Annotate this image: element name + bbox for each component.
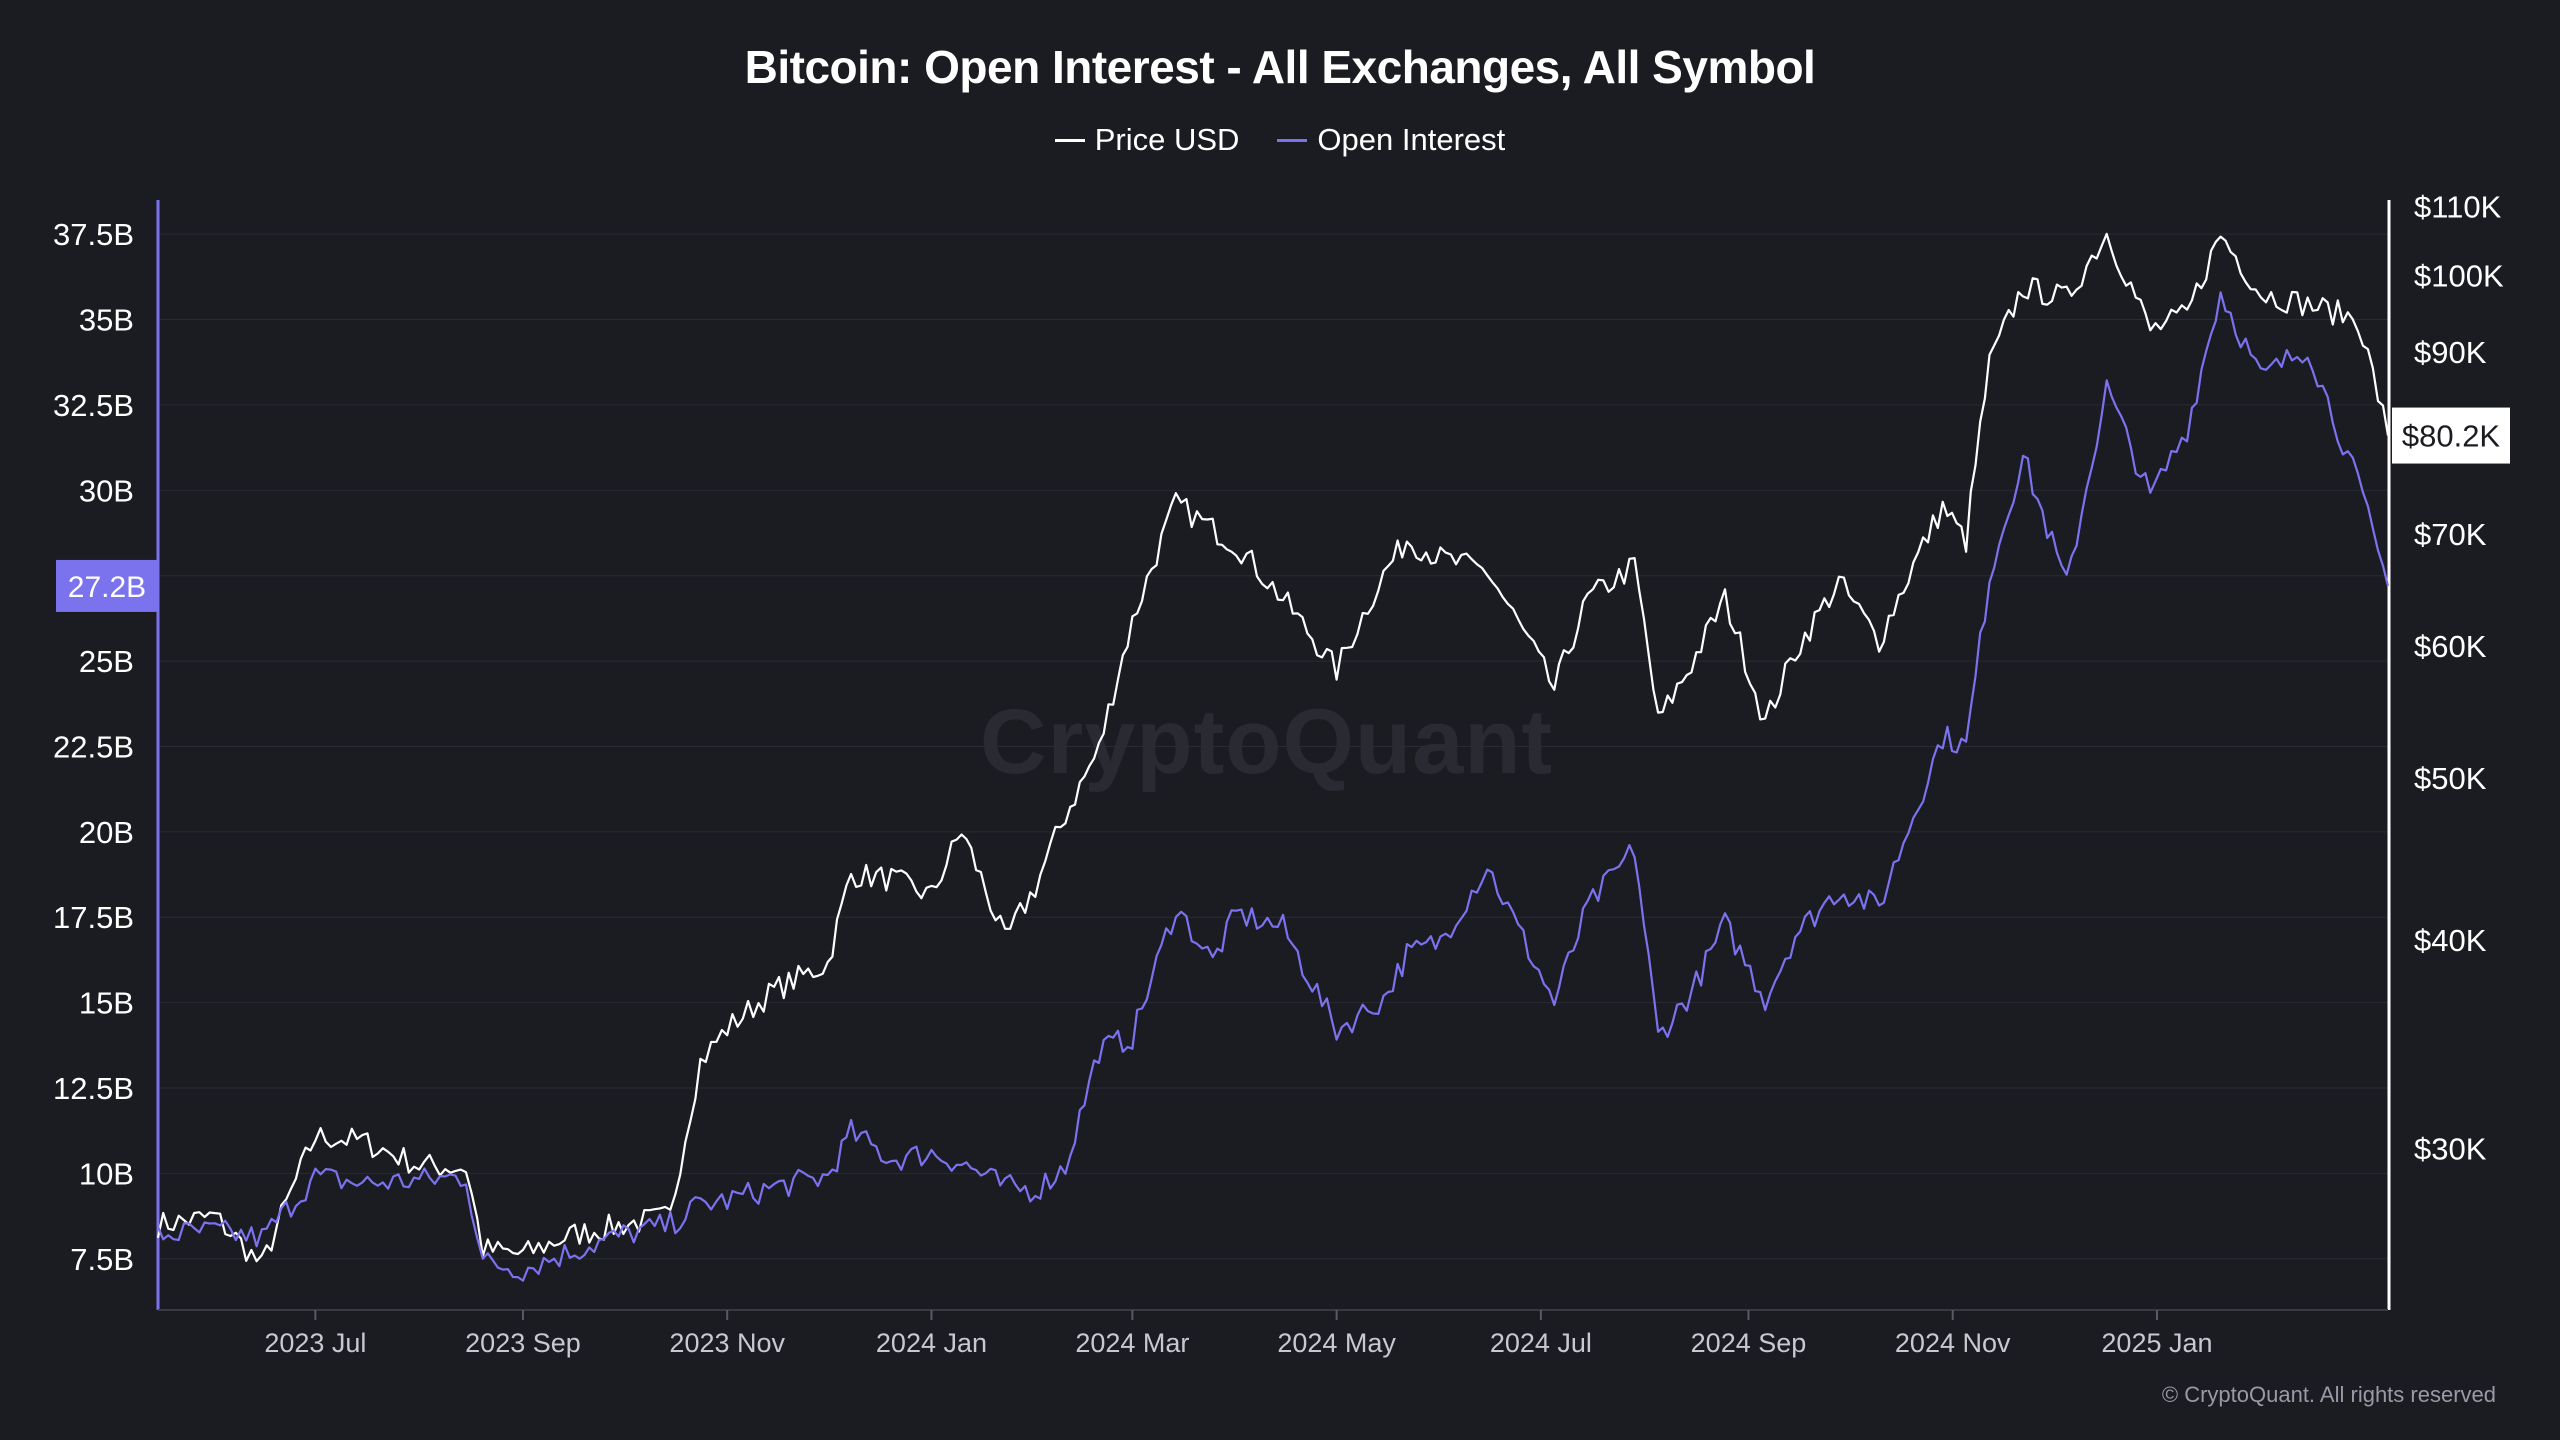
current-value-label-price: $80.2K	[2402, 419, 2501, 454]
watermark: CryptoQuant	[980, 691, 1554, 793]
right-axis-tick-label: $90K	[2414, 335, 2487, 370]
right-axis-tick-label: $60K	[2414, 629, 2487, 664]
right-axis-tick-label: $50K	[2414, 761, 2487, 796]
x-axis-tick-label: 2024 Mar	[1075, 1328, 1189, 1358]
x-axis-tick-label: 2025 Jan	[2101, 1328, 2212, 1358]
right-axis-tick-label: $70K	[2414, 517, 2487, 552]
legend-swatch-price	[1054, 138, 1085, 142]
left-axis-tick-label: 20B	[79, 815, 134, 850]
left-axis-tick-label: 7.5B	[70, 1242, 134, 1277]
left-axis-tick-label: 35B	[79, 303, 134, 338]
x-axis-tick-label: 2023 Nov	[669, 1328, 785, 1358]
legend-label-open-interest: Open Interest	[1317, 122, 1506, 157]
left-axis-tick-label: 22.5B	[53, 729, 134, 764]
chart-legend: Price USD Open Interest	[0, 122, 2560, 158]
left-axis-tick-label: 17.5B	[53, 900, 134, 935]
right-axis-tick-label: $30K	[2414, 1131, 2487, 1166]
right-axis-tick-label: $40K	[2414, 923, 2487, 958]
legend-label-price: Price USD	[1094, 122, 1240, 157]
left-axis-tick-label: 37.5B	[53, 217, 134, 252]
x-axis-tick-label: 2024 Jul	[1490, 1328, 1592, 1358]
right-axis-tick-label: $110K	[2414, 190, 2502, 225]
x-axis-tick-label: 2023 Jul	[264, 1328, 366, 1358]
left-axis-tick-label: 32.5B	[53, 388, 134, 423]
legend-item-price[interactable]: Price USD	[1054, 122, 1240, 158]
current-value-badge-open-interest	[56, 559, 158, 612]
chart-title: Bitcoin: Open Interest - All Exchanges, …	[744, 41, 1816, 93]
x-axis-tick-label: 2023 Sep	[465, 1328, 581, 1358]
legend-swatch-open-interest	[1277, 138, 1308, 142]
x-axis-tick-label: 2024 Sep	[1691, 1328, 1807, 1358]
copyright-footer: © CryptoQuant. All rights reserved	[2161, 1382, 2496, 1407]
left-axis-tick-label: 25B	[79, 644, 134, 679]
legend-item-open-interest[interactable]: Open Interest	[1277, 122, 1505, 158]
series-line-price-usd	[156, 232, 2390, 1263]
x-axis-tick-label: 2024 May	[1277, 1328, 1396, 1358]
current-value-badge-price	[2392, 407, 2510, 464]
left-axis-tick-label: 12.5B	[53, 1071, 134, 1106]
left-axis-tick-label: 10B	[79, 1156, 134, 1191]
x-axis-tick-label: 2024 Nov	[1895, 1328, 2011, 1358]
current-value-label-open-interest: 27.2B	[68, 571, 146, 604]
left-axis-tick-label: 15B	[79, 986, 134, 1021]
left-axis-tick-label: 30B	[79, 473, 134, 508]
x-axis-tick-label: 2024 Jan	[876, 1328, 987, 1358]
right-axis-tick-label: $100K	[2414, 259, 2504, 294]
series-line-open-interest	[156, 291, 2390, 1282]
